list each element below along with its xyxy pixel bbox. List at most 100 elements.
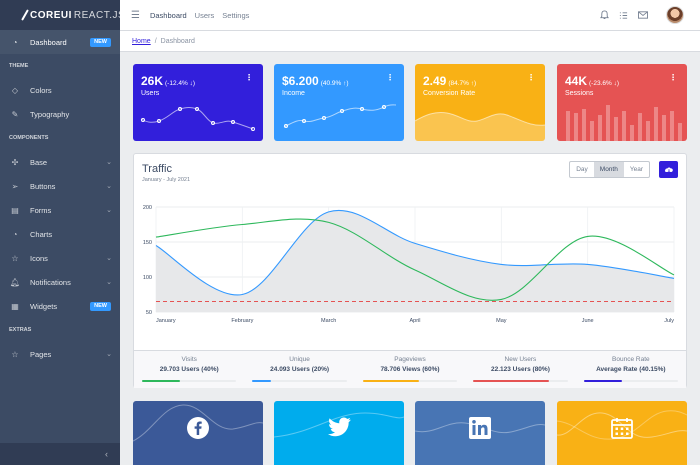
period-selector: Day Month Year (569, 161, 650, 178)
sidebar-item-forms[interactable]: ▤ Forms ⌄ (0, 198, 120, 222)
pencil-icon: ✎ (11, 109, 19, 119)
period-day-button[interactable]: Day (576, 166, 588, 173)
sidebar-item-widgets[interactable]: ▦ Widgets NEW (0, 294, 120, 318)
calculator-icon: ▦ (11, 301, 19, 311)
menu-toggle-icon[interactable]: ☰ (131, 9, 140, 21)
stat-visits: Visits 29.703 Users (40%) (134, 351, 244, 388)
breadcrumb-home[interactable]: Home (132, 37, 151, 45)
header-actions (600, 6, 684, 24)
stat-new-users: New Users 22.123 Users (80%) (465, 351, 575, 388)
widget-sessions: 44K (-23.6% ↓) Sessions ⋮ (557, 64, 687, 141)
y-tick-label: 100 (143, 275, 152, 281)
y-tick-label: 150 (143, 240, 152, 246)
cursor-icon: ➢ (11, 181, 19, 191)
stat-pageviews: Pageviews 78.706 Views (60%) (355, 351, 465, 388)
social-wave (133, 404, 263, 442)
widget-value: 44K (565, 74, 588, 88)
widget-sparkline (283, 104, 397, 128)
new-badge: NEW (90, 301, 111, 311)
drop-icon: ◇ (11, 85, 19, 95)
traffic-chart: 50 100 150 200 January February March April May J… (143, 205, 675, 324)
more-options-icon[interactable]: ⋮ (669, 73, 677, 82)
widget-change: (-12.4% ↓) (165, 80, 195, 87)
x-tick-label: January (156, 318, 176, 324)
stat-progress-fill (583, 380, 622, 382)
sidebar-item-colors[interactable]: ◇ Colors (0, 78, 120, 102)
new-badge: NEW (90, 37, 111, 47)
star-icon: ☆ (11, 349, 19, 359)
widget-change: (84.7% ↑) (448, 80, 477, 87)
coreui-logo-icon (21, 9, 29, 21)
puzzle-icon: ✣ (11, 157, 19, 167)
chevron-down-icon: ⌄ (106, 255, 112, 262)
sidebar-item-base[interactable]: ✣ Base ⌄ (0, 150, 120, 174)
widget-value: 2.49 (423, 74, 447, 88)
period-year-button[interactable]: Year (629, 166, 643, 173)
envelope-icon[interactable] (638, 11, 648, 19)
brand-logo[interactable]: COREUI REACT.JS (0, 0, 125, 30)
stat-name: Pageviews (394, 356, 426, 363)
x-tick-label: March (321, 318, 336, 324)
cloud-download-button[interactable] (659, 161, 678, 178)
widget-label: Users (141, 90, 160, 97)
header-nav-settings[interactable]: Settings (222, 10, 250, 20)
sidebar-item-charts[interactable]: ◔ Charts (0, 222, 120, 246)
widget-value: $6.200 (282, 74, 319, 88)
stat-progress (583, 380, 679, 382)
more-options-icon[interactable]: ⋮ (527, 73, 535, 82)
stat-unique: Unique 24.093 Users (20%) (244, 351, 354, 388)
sidebar-item-pages[interactable]: ☆ Pages ⌄ (0, 342, 120, 366)
widget-users: 26K (-12.4% ↓) Users ⋮ (133, 64, 263, 141)
speedometer-icon: ◔ (12, 37, 18, 47)
twitter-icon (326, 415, 352, 441)
series-line-1 (155, 209, 675, 296)
sidebar-item-dashboard[interactable]: ◔ Dashboard NEW (0, 30, 120, 54)
chevron-down-icon: ⌄ (106, 207, 112, 214)
notes-icon: ▤ (11, 205, 19, 215)
stat-value: Average Rate (40.15%) (596, 366, 666, 373)
cloud-download-icon (664, 166, 673, 174)
period-month-button[interactable]: Month (593, 162, 624, 177)
more-options-icon[interactable]: ⋮ (386, 73, 394, 82)
x-tick-label: April (409, 318, 420, 324)
series-area-fill (156, 210, 674, 312)
stat-name: New Users (504, 356, 537, 363)
widget-conversion-rate: 2.49 (84.7% ↑) Conversion Rate ⋮ (415, 64, 545, 141)
bell-icon[interactable] (600, 10, 609, 20)
sidebar-item-notifications[interactable]: 🔔︎ Notifications ⌄ (9, 277, 112, 287)
list-icon[interactable] (619, 11, 628, 20)
chevron-down-icon: ⌄ (106, 351, 112, 358)
x-tick-label: February (231, 318, 253, 324)
stat-progress (252, 380, 347, 382)
stat-progress (142, 380, 237, 382)
social-card-twitter (274, 401, 404, 465)
widget-change: (40.9% ↑) (320, 80, 349, 87)
chevron-down-icon: ⌄ (106, 183, 112, 190)
header-nav-dashboard[interactable]: Dashboard (149, 10, 187, 20)
stat-progress (473, 380, 568, 382)
traffic-card: Traffic January - July 2021 Day Month Ye… (133, 153, 687, 388)
stat-value: 29.703 Users (40%) (159, 366, 219, 373)
sidebar-item-typography[interactable]: ✎ Typography (0, 102, 120, 126)
stat-value: 78.706 Views (60%) (380, 366, 440, 373)
x-tick-label: July (664, 318, 674, 324)
chevron-down-icon: ⌄ (106, 279, 112, 286)
y-tick-label: 200 (143, 205, 152, 211)
header: ☰ Dashboard Users Settings (120, 0, 700, 30)
social-card-facebook (133, 401, 263, 465)
sidebar-item-icons[interactable]: ☆ Icons ⌄ (0, 246, 120, 270)
sidebar-toggler[interactable]: ‹ (0, 443, 120, 465)
header-nav-users[interactable]: Users (194, 10, 215, 20)
stat-name: Visits (181, 356, 197, 363)
avatar[interactable] (666, 6, 684, 24)
star-icon: ☆ (11, 253, 19, 263)
y-tick-label: 50 (146, 310, 152, 316)
nav-title-theme: THEME (9, 63, 29, 69)
stat-name: Unique (289, 356, 310, 363)
sidebar-item-buttons[interactable]: ➢ Buttons ⌄ (0, 174, 120, 198)
more-options-icon[interactable]: ⋮ (245, 73, 253, 82)
traffic-subtitle: January - July 2021 (142, 177, 190, 183)
chart-pie-icon: ◔ (12, 229, 18, 239)
social-wave (557, 410, 687, 440)
facebook-icon (185, 415, 211, 441)
